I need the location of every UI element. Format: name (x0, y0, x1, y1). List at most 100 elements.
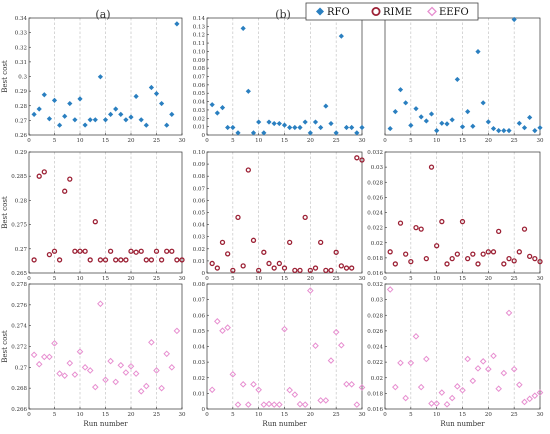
data-point (31, 257, 37, 263)
x-tick-label: 0 (27, 276, 31, 282)
data-point (459, 124, 466, 130)
data-point (245, 167, 251, 173)
data-point (428, 164, 435, 170)
data-point (40, 353, 48, 361)
x-tick-label: 15 (102, 276, 109, 282)
y-tick-label: 0 (202, 271, 206, 277)
y-tick-label: 0.08 (193, 174, 206, 180)
y-tick-label: 0.28 (15, 104, 28, 110)
data-point (397, 359, 404, 367)
data-point (62, 188, 68, 194)
x-tick-label: 30 (179, 138, 186, 144)
y-tick-label: 0.05 (193, 91, 206, 97)
data-point (159, 100, 165, 107)
data-point (219, 104, 226, 111)
data-point (485, 119, 491, 125)
data-point (281, 122, 288, 128)
data-point (448, 394, 456, 402)
y-tick-label: 0.022 (367, 360, 383, 366)
panel-r2-c0: 0 5 10 15 20 25 30 0.266 0.268 0.27 0.272 0.274 0.27… (1, 282, 186, 428)
data-point (291, 391, 299, 398)
data-point (412, 333, 420, 340)
data-point (464, 355, 471, 363)
panel-r1-c2: 0 5 10 15 20 25 30 0.016 0.018 0.02 0.022 0.024 0.02… (367, 150, 544, 282)
data-point (271, 120, 277, 127)
data-point (500, 369, 508, 377)
data-point (349, 124, 355, 131)
y-tick-label: 0.04 (193, 223, 206, 229)
data-point (343, 380, 350, 388)
data-point (82, 248, 88, 254)
data-point (266, 119, 272, 125)
y-tick-label: 0.05 (193, 329, 206, 335)
data-point (219, 239, 226, 246)
y-tick-label: 0.02 (371, 241, 383, 247)
x-tick-label: 30 (179, 412, 186, 418)
y-axis-label: Best cost (1, 196, 9, 229)
data-point (163, 350, 171, 358)
data-point (413, 106, 419, 112)
data-point (511, 258, 517, 264)
data-point (86, 367, 94, 374)
data-point (402, 394, 409, 402)
data-point (107, 248, 114, 254)
data-point (270, 401, 278, 408)
data-point (490, 249, 497, 255)
y-tick-label: 0.268 (11, 386, 27, 392)
data-point (276, 401, 283, 408)
data-point (490, 125, 497, 132)
x-tick-label: 0 (205, 138, 209, 144)
data-point (527, 253, 533, 260)
data-point (72, 248, 78, 254)
data-point (113, 106, 119, 112)
x-tick-label: 5 (53, 276, 57, 282)
data-point (386, 286, 394, 293)
data-point (46, 116, 52, 122)
data-point (348, 381, 355, 388)
data-point (392, 383, 399, 391)
data-point (240, 25, 246, 31)
data-point (353, 401, 361, 408)
data-point (57, 122, 63, 128)
data-point (403, 100, 409, 106)
y-tick-label: 0.28 (15, 198, 28, 204)
data-point (459, 386, 466, 394)
data-point (92, 219, 98, 225)
data-point (392, 109, 398, 115)
data-point (158, 257, 165, 263)
data-point (354, 130, 360, 136)
data-point (71, 371, 79, 378)
y-tick-label: 0.10 (193, 49, 206, 55)
data-point (153, 248, 160, 254)
panel-r2-c2: 0 5 10 15 20 25 30 0.016 0.018 0.02 0.022 0.024 0.02… (367, 282, 544, 428)
y-tick-label: 0.32 (15, 45, 27, 51)
data-point (67, 176, 73, 182)
y-tick-label: 0.09 (193, 58, 206, 64)
y-axis-label: Best cost (1, 330, 9, 363)
data-point (302, 214, 308, 220)
panel-r0-c1: 0 5 10 15 20 25 30 0 0.01 0.02 0.03 0.04 0.05 0.06 0.0… (193, 16, 366, 144)
data-point (208, 386, 216, 394)
x-tick-label: 30 (179, 276, 186, 282)
x-tick-label: 20 (485, 412, 492, 418)
data-point (250, 237, 257, 243)
data-point (496, 228, 502, 235)
data-point (449, 117, 455, 123)
x-tick-label: 0 (383, 138, 387, 144)
data-point (133, 249, 139, 255)
legend: RFO RIME EEFO (305, 2, 479, 21)
data-point (496, 128, 502, 134)
y-tick-label: 0.018 (367, 256, 383, 262)
y-tick-label: 0.024 (367, 345, 383, 351)
data-point (318, 239, 324, 246)
data-point (479, 358, 487, 365)
x-tick-label: 15 (459, 138, 466, 144)
data-point (219, 327, 226, 335)
data-point (459, 218, 466, 225)
data-point (418, 226, 424, 232)
x-tick-label: 30 (359, 412, 366, 418)
data-point (127, 362, 135, 370)
data-point (36, 106, 42, 112)
data-point (485, 365, 492, 373)
data-point (67, 100, 73, 107)
